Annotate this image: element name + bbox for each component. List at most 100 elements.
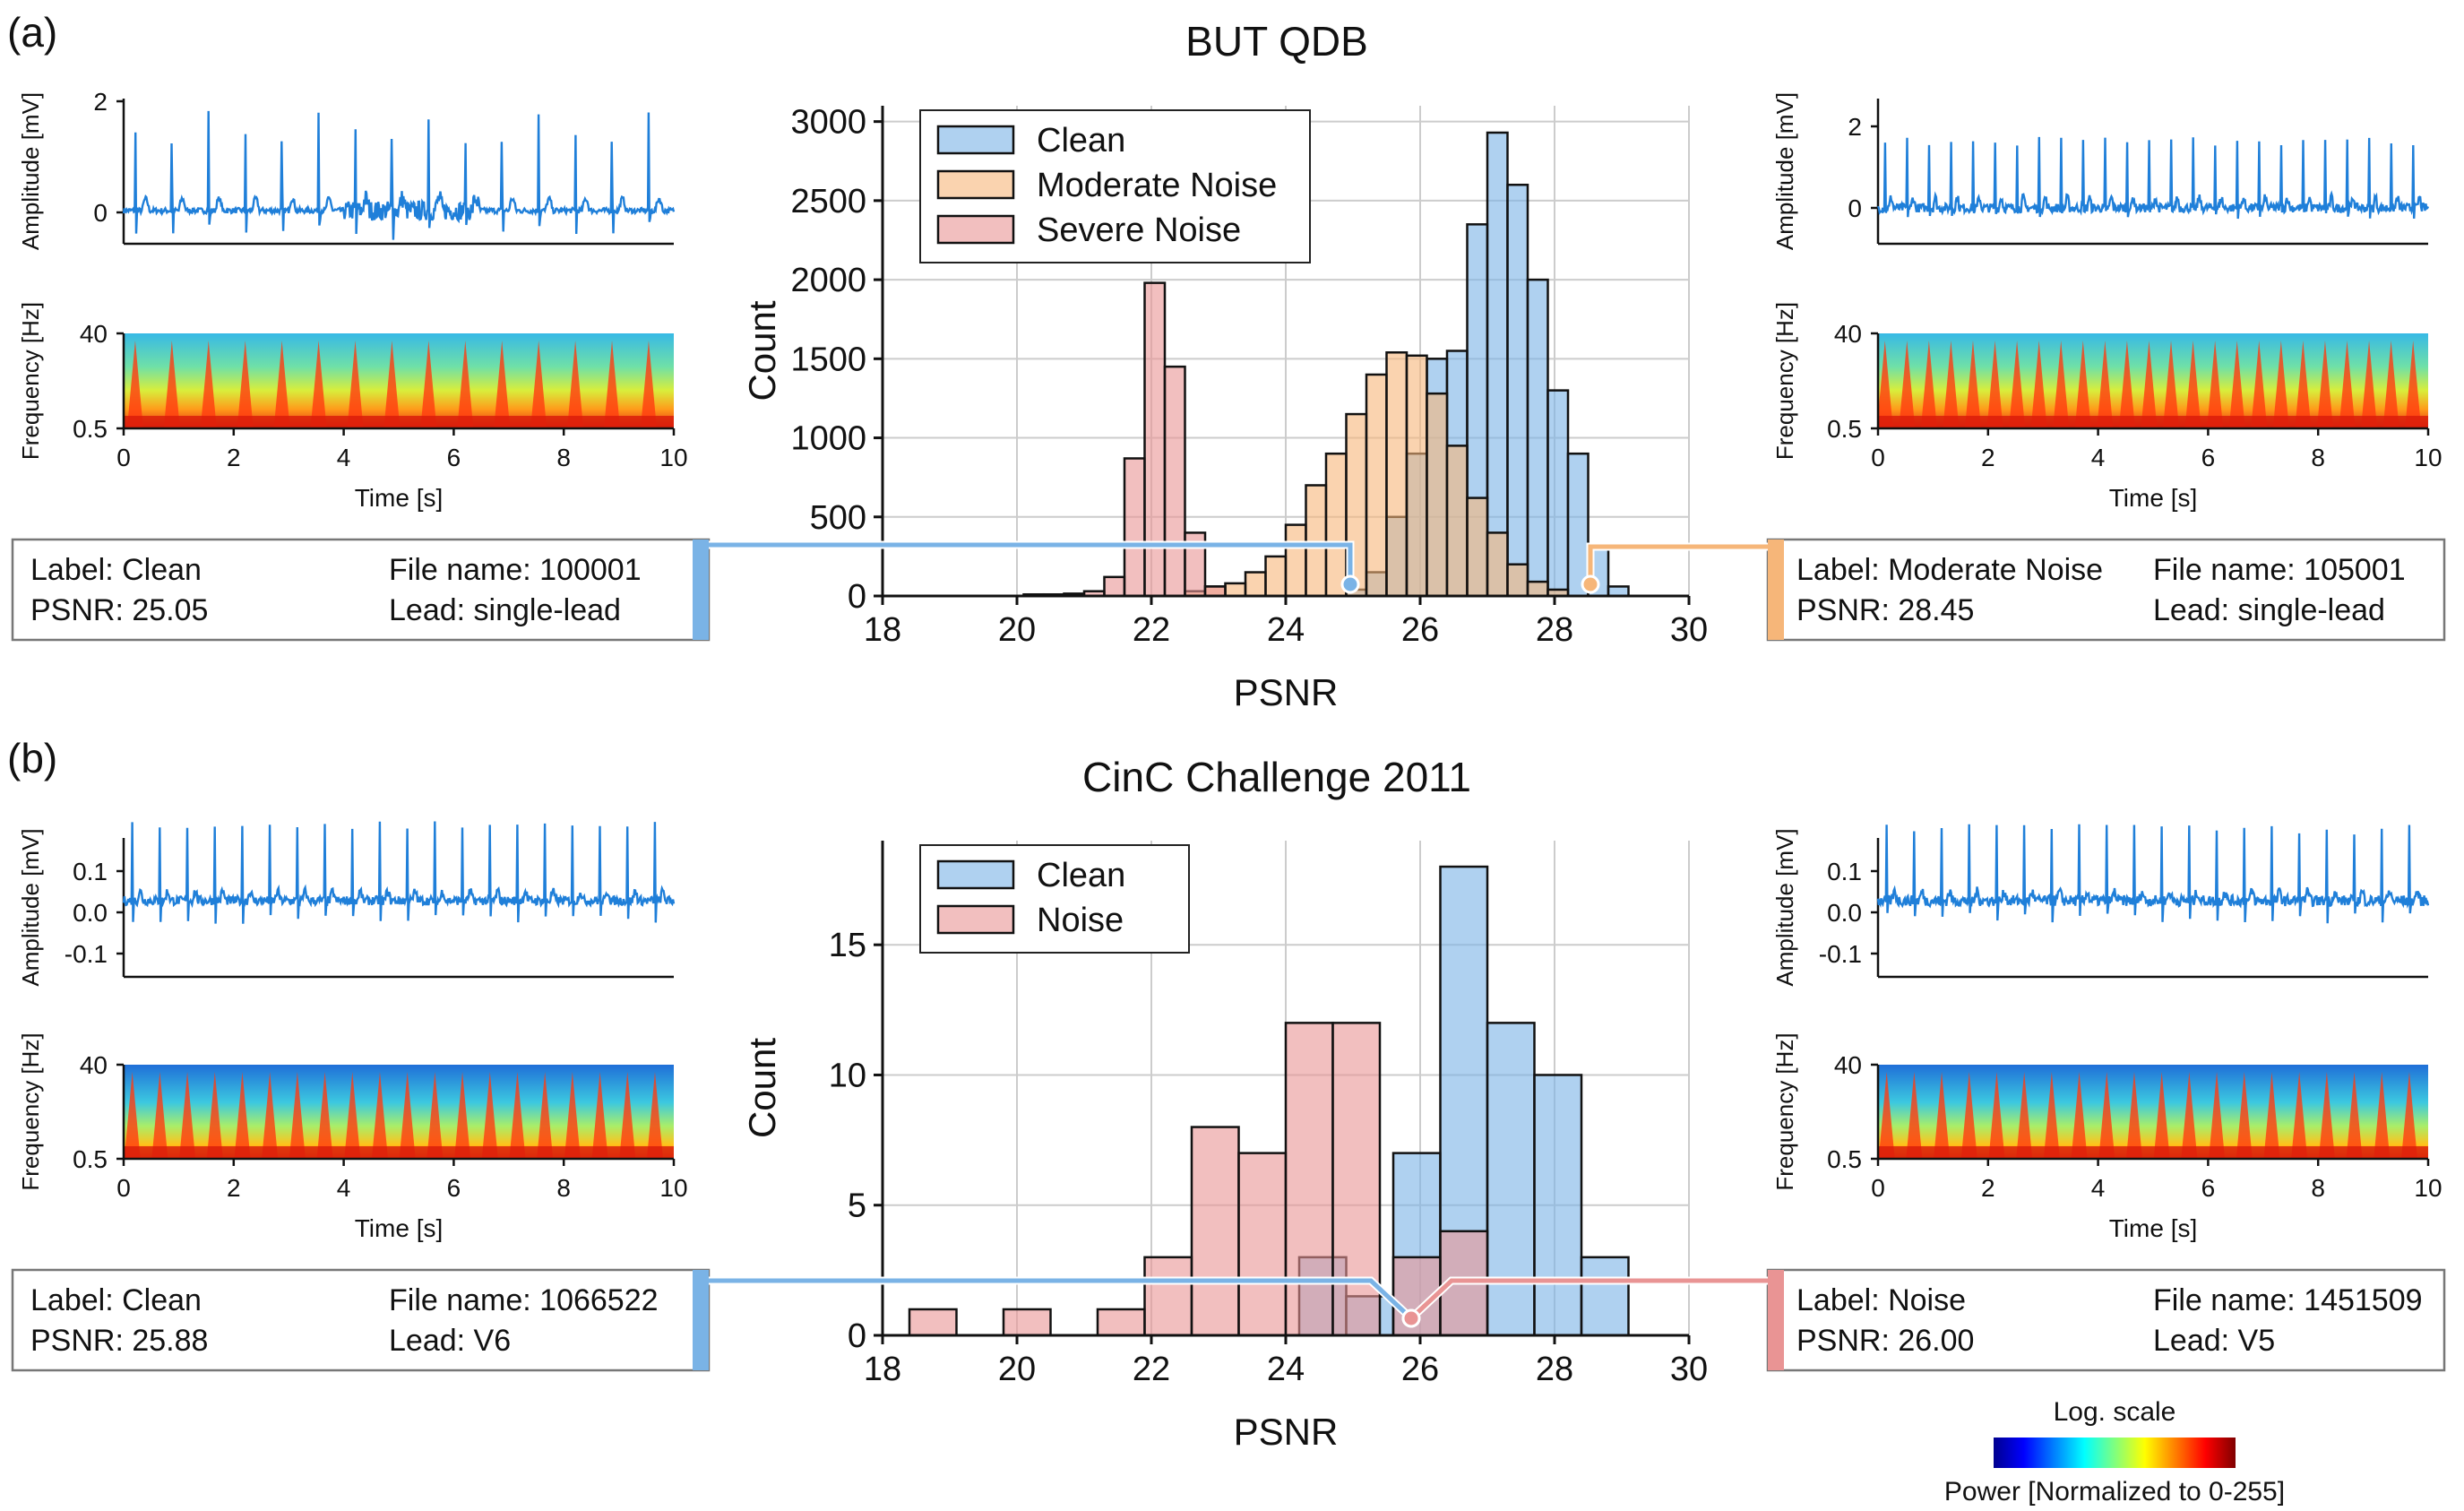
hist-a-x-tick-label: 30: [1670, 611, 1708, 649]
ecg-b-left-freq-tick-label: 0.5: [73, 1145, 108, 1173]
connector-a-right-marker: [1581, 574, 1600, 594]
ecg-a-left-spectrogram-beat: [163, 341, 180, 428]
hist-b-bar-clean: [1580, 1256, 1630, 1337]
hist-a-y-tick-label: 500: [810, 499, 866, 537]
info-a-right-psnr: PSNR: 28.45: [1796, 593, 1974, 627]
ecg-a-right-spectrogram-beat: [2361, 341, 2378, 428]
ecg-b-right-ecg-trace: [1876, 824, 2430, 924]
ecg-a-right-spectrogram-beat: [2405, 341, 2422, 428]
hist-a-bar-moderate-noise: [1365, 373, 1388, 598]
hist-b-histogram: 18 20 22 24 26 28 30 0 5 10 15 PSNR Count CinC Challe…: [741, 754, 1708, 1453]
ecg-a-left-time-tick-label: 10: [659, 444, 687, 471]
ecg-b-left-spectrogram: [124, 1065, 674, 1159]
hist-a-y-tick-label: 0: [848, 578, 866, 616]
hist-b-bar-noise: [1096, 1308, 1146, 1337]
ecg-a-right-time-tick-label: 4: [2091, 444, 2106, 471]
ecg-a-left-spectrogram-beat: [200, 341, 217, 428]
panel-letter-b: (b): [7, 735, 57, 781]
ecg-b-left-spectrogram-beat: [509, 1072, 526, 1159]
ecg-b-right-time-tick-label: 0: [1871, 1174, 1885, 1202]
hist-b-bar-noise: [1002, 1308, 1052, 1337]
info-b-left: Label: Clean PSNR: 25.88 File name: 106652…: [11, 1268, 711, 1372]
ecg-b-right-amp-label: Amplitude [mV]: [1771, 828, 1798, 986]
ecg-a-left-spectrogram: [124, 333, 674, 428]
ecg-b-right-time-label: Time [s]: [2109, 1214, 2198, 1242]
hist-a-y-tick-label: 1500: [790, 341, 866, 378]
ecg-a-right-spectrogram-beat: [1920, 341, 1937, 428]
info-a-left: Label: Clean PSNR: 25.05 File name: 100001…: [11, 538, 711, 642]
ecg-a-right-spectrogram-beat: [2097, 341, 2114, 428]
colorbar-title: Log. scale: [2054, 1397, 2176, 1427]
ecg-b-left-spectrogram-beat: [371, 1072, 388, 1159]
hist-a-x-tick-label: 20: [998, 611, 1036, 649]
ecg-b-left-spectrogram-beat: [316, 1072, 333, 1159]
ecg-a-left-amp-tick-label: 0: [93, 199, 108, 227]
hist-a-bar-moderate-noise: [1305, 484, 1328, 598]
ecg-b-right-spectrogram-beat: [1878, 1072, 1895, 1159]
ecg-a-right-amp-label: Amplitude [mV]: [1771, 92, 1798, 250]
hist-a-x-tick-label: 24: [1267, 611, 1305, 649]
info-b-left-lead: Lead: V6: [389, 1324, 511, 1358]
info-b-right-psnr: PSNR: 26.00: [1796, 1324, 1974, 1358]
hist-b-bar-noise: [1190, 1126, 1240, 1337]
hist-b-y-tick-label: 15: [829, 927, 866, 964]
ecg-a-left-spectrogram-beat: [273, 341, 290, 428]
ecg-a-right-spectrogram-beat: [2251, 341, 2268, 428]
hist-a-bar-moderate-noise: [1526, 580, 1549, 598]
info-b-right-label: Label: Noise: [1796, 1283, 1966, 1317]
ecg-b-left-spectrogram-beat: [206, 1072, 223, 1159]
ecg-b-right-spectrogram-beat: [1960, 1072, 1977, 1159]
hist-b-x-label: PSNR: [1234, 1411, 1339, 1453]
ecg-a-left-spectrogram-beat: [383, 341, 401, 428]
ecg-a-left-amp-tick-label: 2: [93, 88, 108, 116]
hist-a-bar-moderate-noise: [1506, 563, 1529, 598]
hist-a-bar-severe-noise: [1163, 365, 1186, 598]
hist-b-x-tick-label: 28: [1536, 1351, 1573, 1388]
info-a-right-color-strip: [1768, 540, 1784, 640]
ecg-a-right-spectrogram-beat: [2382, 341, 2399, 428]
hist-a-bar-moderate-noise: [1264, 555, 1288, 598]
ecg-b-left-amp-tick-label: 0.0: [73, 899, 108, 927]
ecg-b-left-freq-tick-label: 40: [80, 1051, 108, 1079]
hist-a-bar-moderate-noise: [1445, 445, 1469, 598]
hist-a-bar-clean: [1486, 131, 1509, 598]
info-a-left-color-strip: [693, 540, 709, 640]
ecg-a-right-time-tick-label: 2: [1981, 444, 1995, 471]
info-b-right-frame: [1766, 1268, 2446, 1372]
ecg-b-right-freq-tick-label: 0.5: [1827, 1145, 1862, 1173]
ecg-b-right-spectrogram-beat: [2071, 1072, 2088, 1159]
panel-letter-a: (a): [7, 9, 57, 56]
ecg-b-left-spectrogram-beat: [426, 1072, 444, 1159]
hist-a-x-tick-label: 22: [1133, 611, 1170, 649]
ecg-b-right-time-tick-label: 4: [2091, 1174, 2106, 1202]
ecg-b-left-spectrogram-beat: [591, 1072, 608, 1159]
ecg-b-left-time-tick-label: 6: [447, 1174, 461, 1202]
ecg-a-right-spectrogram-low-band: [1878, 416, 2428, 428]
hist-b-legend-label: Clean: [1037, 857, 1125, 894]
ecg-a-right-spectrogram-beat: [2339, 341, 2356, 428]
ecg-a-left-time-label: Time [s]: [355, 484, 444, 512]
ecg-a-right-spectrogram-beat: [1943, 341, 1960, 428]
colorbar-label: Power [Normalized to 0-255]: [1944, 1477, 2285, 1507]
ecg-a-left-time-tick-label: 2: [227, 444, 241, 471]
ecg-b-left-spectrogram-beat: [619, 1072, 636, 1159]
ecg-b-left-spectrogram-beat: [234, 1072, 251, 1159]
hist-a-bar-moderate-noise: [1224, 582, 1247, 598]
ecg-b-right-spectrogram-beat: [2098, 1072, 2115, 1159]
hist-a-bar-clean: [1546, 389, 1570, 598]
hist-b-bar-clean: [1486, 1022, 1536, 1337]
ecg-a-right-freq-label: Frequency [Hz]: [1771, 302, 1798, 460]
hist-b-y-tick-label: 10: [829, 1057, 866, 1094]
ecg-a-left-time-tick-label: 0: [116, 444, 131, 471]
hist-b-legend-swatch: [936, 859, 1015, 890]
ecg-b-left-amp-tick-label: -0.1: [65, 940, 108, 968]
ecg-b-left-spectrogram-beat: [151, 1072, 168, 1159]
info-b-right-color-strip: [1768, 1270, 1784, 1370]
info-a-left-frame: [11, 538, 711, 642]
colorbar-gradient: [1994, 1438, 2236, 1468]
ecg-a-right-time-tick-label: 6: [2201, 444, 2216, 471]
info-a-left-file: File name: 100001: [389, 553, 642, 587]
ecg-b-right-time-tick-label: 8: [2311, 1174, 2325, 1202]
info-a-right-lead: Lead: single-lead: [2153, 593, 2385, 627]
info-b-left-file: File name: 1066522: [389, 1283, 659, 1317]
